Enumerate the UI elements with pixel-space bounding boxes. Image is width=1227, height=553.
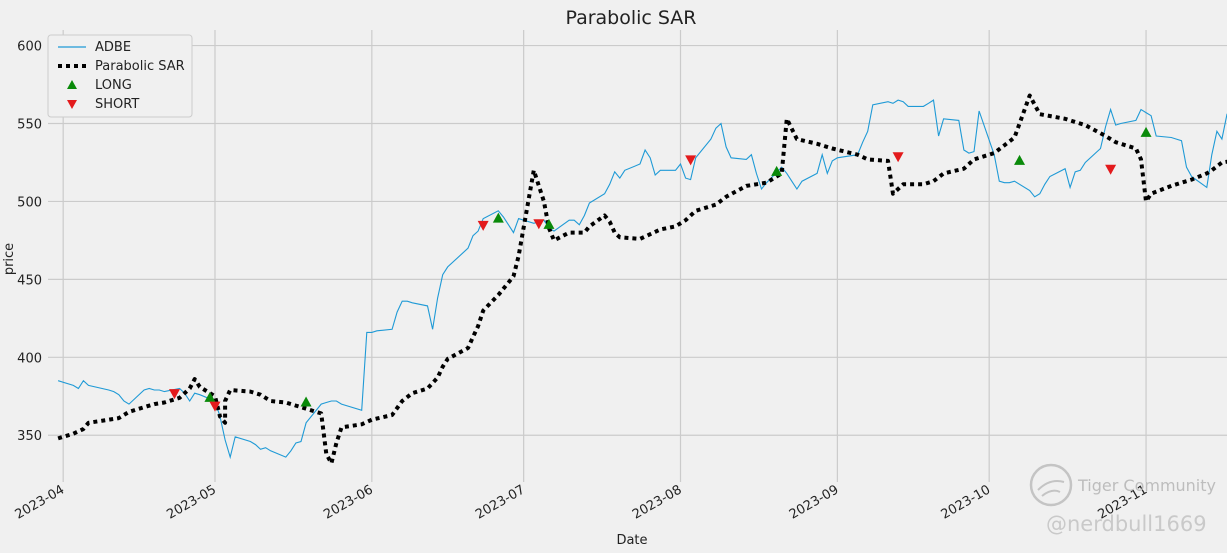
long-marker — [492, 212, 504, 223]
long-marker — [204, 391, 216, 402]
short-marker — [169, 389, 181, 400]
series-adbe-line — [57, 99, 1227, 460]
short-marker — [892, 152, 904, 163]
legend-label-long: LONG — [95, 78, 132, 93]
watermark: Tiger Community @nerdbull1669 — [1029, 463, 1216, 536]
y-tick-label: 600 — [17, 40, 42, 55]
y-tick-label: 450 — [17, 273, 42, 288]
short-marker — [209, 401, 221, 412]
short-marker — [477, 220, 489, 231]
long-marker — [300, 396, 312, 407]
y-axis-title: price — [2, 243, 17, 275]
series-layer — [57, 93, 1227, 466]
legend-label-short: SHORT — [95, 97, 139, 112]
short-marker — [1105, 164, 1117, 175]
watermark-handle: @nerdbull1669 — [1046, 512, 1207, 536]
legend-label-sar: Parabolic SAR — [95, 59, 185, 74]
y-tick-label: 350 — [17, 429, 42, 444]
legend-box — [47, 34, 193, 118]
long-marker — [1140, 126, 1152, 137]
grid — [48, 30, 1227, 482]
tiger-logo-icon — [1029, 463, 1073, 507]
y-tick-label: 550 — [17, 118, 42, 133]
long-marker — [543, 218, 555, 229]
long-marker — [1014, 154, 1026, 165]
tiger-logo-stripe — [1037, 480, 1065, 497]
chart-title: Parabolic SAR — [565, 7, 696, 29]
y-tick-label: 400 — [17, 351, 42, 366]
watermark-brand: Tiger Community — [1077, 476, 1216, 495]
y-tick-label: 500 — [17, 195, 42, 210]
short-marker — [685, 155, 697, 166]
legend: ADBE Parabolic SAR LONG SHORT — [47, 34, 193, 118]
short-marker — [533, 219, 545, 230]
legend-marker-long — [67, 80, 77, 89]
x-axis-title: Date — [616, 533, 647, 548]
legend-marker-short — [67, 100, 77, 109]
long-marker — [771, 165, 783, 176]
legend-label-adbe: ADBE — [95, 40, 131, 55]
